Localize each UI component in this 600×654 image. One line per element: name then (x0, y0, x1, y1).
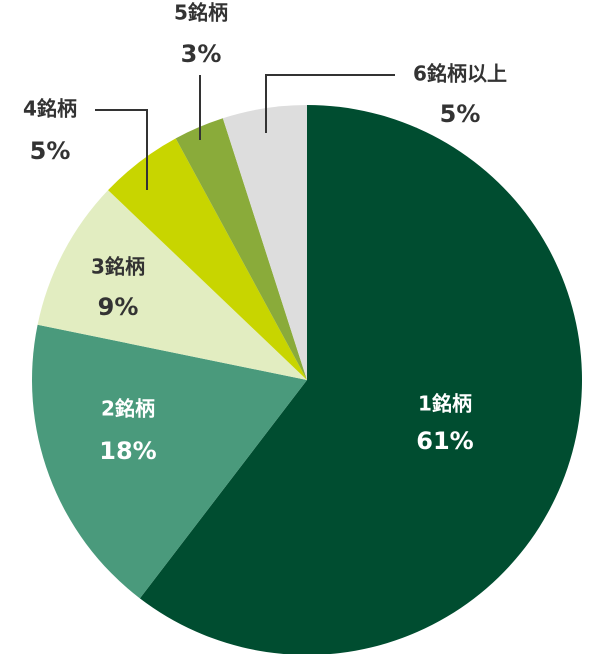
category-label: 1銘柄 (418, 392, 472, 416)
pie-slice (108, 138, 308, 380)
value-label: 61% (416, 427, 473, 455)
value-label: 9% (98, 293, 139, 321)
category-label: 6銘柄以上 (413, 62, 507, 86)
value-label: 18% (99, 437, 156, 465)
pie-slice (222, 105, 307, 380)
category-label: 4銘柄 (23, 97, 77, 121)
pie-slice (139, 105, 582, 654)
category-label: 5銘柄 (174, 1, 228, 25)
category-label: 3銘柄 (91, 255, 145, 279)
value-label: 5% (440, 100, 481, 128)
leader-line (95, 109, 148, 190)
leader-line (265, 74, 395, 133)
leader-lines (95, 74, 395, 190)
category-label: 2銘柄 (101, 397, 155, 421)
labels: 1銘柄 61% 2銘柄 18% 3銘柄 9% 4銘柄 5% 5銘柄 3% 6銘柄以上 5% (23, 1, 507, 466)
pie-slice (37, 190, 307, 380)
pie (32, 105, 582, 654)
value-label: 5% (30, 137, 71, 165)
pie-slice (175, 118, 307, 380)
pie-slice (32, 324, 308, 599)
value-label: 3% (181, 40, 222, 68)
